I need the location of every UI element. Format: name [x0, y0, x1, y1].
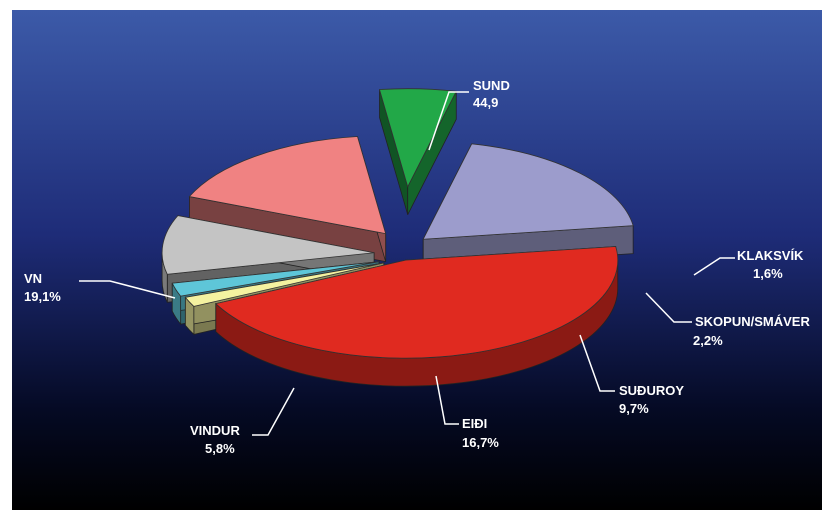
slice-label-sund: SUND 44,9: [473, 78, 510, 110]
leader-line-eidi: [435, 375, 459, 425]
slice-label-skopun-value: 2,2%: [693, 333, 723, 348]
slice-label-vn-name: VN: [24, 271, 42, 286]
leader-line-vindur: [252, 387, 295, 436]
pie-slice-vindur: [379, 88, 457, 215]
slice-labels: SUND 44,9 KLAKSVÍK 1,6% SKOPUN/SMÁVER 2,…: [24, 78, 810, 456]
slice-label-eidi-value: 16,7%: [462, 435, 499, 450]
slice-label-suduroy-value: 9,7%: [619, 401, 649, 416]
slice-label-skopun-name: SKOPUN/SMÁVER: [695, 314, 810, 329]
slice-label-vindur-name: VINDUR: [190, 423, 240, 438]
slice-label-suduroy: SUÐUROY 9,7%: [619, 383, 684, 416]
slice-label-klaksvik-value: 1,6%: [753, 266, 783, 281]
slice-label-eidi-name: EIÐI: [462, 416, 487, 431]
leader-lines: [79, 91, 735, 436]
slice-label-skopun: SKOPUN/SMÁVER 2,2%: [693, 314, 810, 348]
slice-label-sund-name: SUND: [473, 78, 510, 93]
slice-label-vindur-value: 5,8%: [205, 441, 235, 456]
pie-slice-klaksvik-top: [184, 262, 384, 307]
slice-label-suduroy-name: SUÐUROY: [619, 383, 684, 398]
leader-line-suduroy: [579, 334, 615, 392]
slice-label-eidi: EIÐI 16,7%: [462, 416, 499, 450]
pie-slice-eidi-top: [188, 136, 387, 235]
leader-line-vn: [79, 280, 176, 299]
pie-slice-skopun-smaver-top: [171, 261, 380, 297]
leader-line-klaksvik: [693, 257, 735, 276]
pie-slice-sund: [214, 246, 619, 387]
slice-label-vn-value: 19,1%: [24, 289, 61, 304]
pie-chart: SUND 44,9 KLAKSVÍK 1,6% SKOPUN/SMÁVER 2,…: [12, 10, 822, 510]
slice-label-sund-value: 44,9: [473, 95, 498, 110]
slice-label-vn: VN 19,1%: [24, 271, 61, 304]
pie-slice-sund-top: [214, 246, 619, 359]
leader-line-sund: [428, 91, 469, 151]
pie-slices: [161, 88, 634, 387]
slice-label-klaksvik: KLAKSVÍK 1,6%: [737, 248, 804, 281]
leader-line-skopun: [645, 292, 692, 323]
slice-label-vindur: VINDUR 5,8%: [190, 423, 240, 456]
slice-label-klaksvik-name: KLAKSVÍK: [737, 248, 804, 263]
pie-slice-vn-top: [422, 143, 634, 240]
pie-slice-suduroy-top: [161, 215, 375, 275]
